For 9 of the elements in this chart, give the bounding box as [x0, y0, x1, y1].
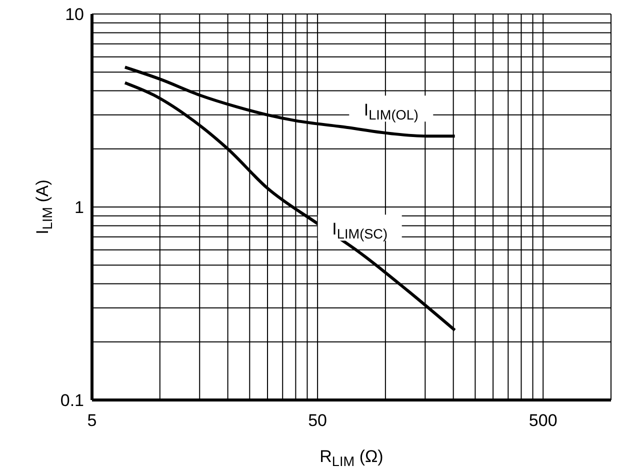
x-tick-label: 50: [308, 411, 328, 430]
y-tick-label: 1: [74, 198, 84, 218]
x-tick-label: 500: [528, 411, 558, 430]
series-label: I$_{LIM(OL)}$: [364, 100, 418, 122]
y-tick-label: 0.1: [60, 391, 84, 410]
series-label: I$_{LIM(SC)}$: [332, 220, 388, 242]
x-tick-label: 5: [87, 411, 97, 430]
y-tick-label: 10: [65, 5, 84, 24]
x-axis-title: R$_{LIM}$ (Ω): [320, 447, 384, 468]
